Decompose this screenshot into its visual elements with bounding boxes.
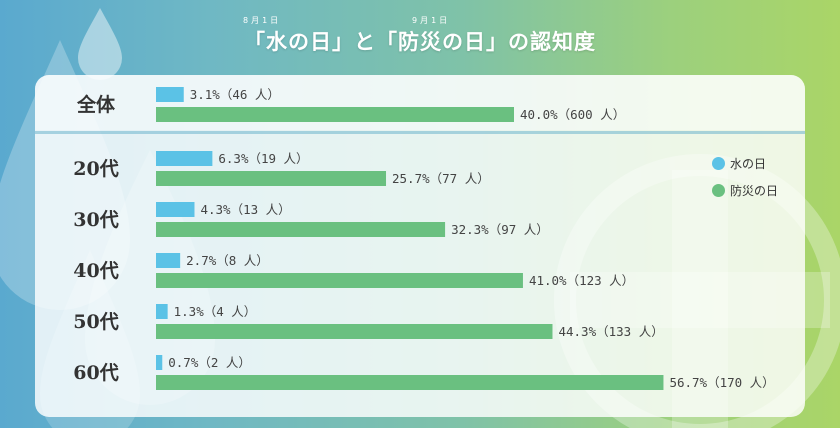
bar-water [156,151,213,166]
ruby-disaster-date: 9月1日 [412,16,451,25]
bar-disaster [156,171,387,186]
legend-item-water: 水の日 [712,153,778,173]
water-drop-icon [78,8,122,80]
ruby-water-date: 8月1日 [243,16,282,25]
bar-disaster [156,375,664,390]
bar-water [156,304,168,319]
data-label-disaster: 41.0%（123 人） [529,273,634,288]
legend-label-disaster: 防災の日 [730,183,779,198]
bar-water [156,253,181,268]
data-label-disaster: 32.3%（97 人） [451,222,549,237]
data-label-water: 0.7%（2 人） [168,355,251,370]
chart-title: 「水の日」と「防災の日」の認知度 [244,30,596,54]
data-label-disaster: 44.3%（133 人） [558,324,663,339]
data-label-water: 1.3%（4 人） [174,304,257,319]
category-label: 30代 [73,209,118,231]
category-label: 20代 [73,158,118,180]
chart-title-area: 8月1日 9月1日 「水の日」と「防災の日」の認知度 [0,0,840,70]
category-label: 全体 [76,93,116,116]
bar-water [156,355,163,370]
data-label-disaster: 40.0%（600 人） [520,107,625,122]
bar-water [156,202,195,217]
category-label: 40代 [73,260,118,282]
legend-item-disaster: 防災の日 [712,180,778,200]
legend-label-water: 水の日 [730,156,767,171]
data-label-disaster: 25.7%（77 人） [392,171,490,186]
bar-disaster [156,324,553,339]
data-label-disaster: 56.7%（170 人） [669,375,774,390]
category-label: 60代 [73,362,118,384]
category-label: 50代 [73,311,118,333]
legend: 水の日 防災の日 [712,153,778,207]
data-label-water: 3.1%（46 人） [190,87,280,102]
overall-divider [35,131,805,134]
data-label-water: 2.7%（8 人） [186,253,269,268]
bar-water [156,87,184,102]
data-label-water: 6.3%（19 人） [218,151,308,166]
bar-disaster [156,107,514,122]
data-label-water: 4.3%（13 人） [200,202,290,217]
bar-disaster [156,273,523,288]
legend-swatch-water [712,156,725,170]
legend-swatch-disaster [712,183,725,197]
bar-disaster [156,222,446,237]
